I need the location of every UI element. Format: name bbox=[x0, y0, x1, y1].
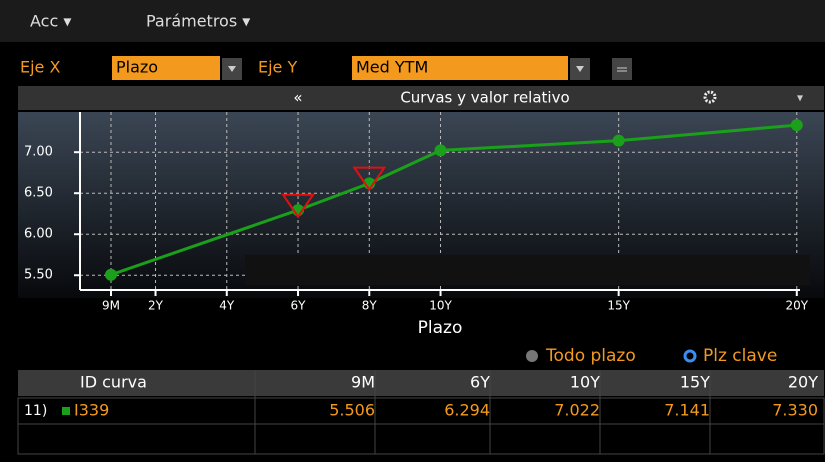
extra-button[interactable] bbox=[612, 58, 632, 80]
table-header-cell: 9M bbox=[351, 373, 375, 392]
y-tick-label: 7.00 bbox=[24, 145, 53, 160]
y-tick-label: 5.50 bbox=[24, 268, 53, 283]
legend bbox=[245, 255, 810, 285]
icon bbox=[617, 67, 627, 72]
point bbox=[104, 268, 117, 281]
row-id: I339 bbox=[74, 401, 109, 420]
table-header-cell: 20Y bbox=[788, 373, 818, 392]
radio-key-label: Plz clave bbox=[703, 346, 777, 366]
menu-acc[interactable]: Acc ▾ bbox=[30, 12, 71, 31]
y-tick-label: 6.00 bbox=[24, 227, 53, 242]
x-tick-label: 8Y bbox=[362, 299, 378, 313]
table-header-cell: 10Y bbox=[570, 373, 600, 392]
x-tick-label: 9M bbox=[102, 299, 120, 313]
x-dropdown-value: Plazo bbox=[116, 58, 158, 77]
marker bbox=[352, 166, 387, 192]
panel-menu[interactable]: ▾ bbox=[797, 91, 803, 105]
marker bbox=[281, 193, 315, 219]
radio-all-label: Todo plazo bbox=[545, 346, 636, 366]
point bbox=[612, 134, 625, 147]
point bbox=[790, 119, 803, 132]
icon bbox=[576, 66, 584, 72]
x-tick-label: 6Y bbox=[291, 299, 307, 313]
table-cell: 7.330 bbox=[772, 401, 818, 420]
radio-all[interactable] bbox=[526, 350, 538, 362]
table-cell: 5.506 bbox=[329, 401, 375, 420]
series-line bbox=[110, 123, 797, 277]
icon bbox=[228, 66, 236, 72]
y-tick-label: 6.50 bbox=[24, 186, 53, 201]
y-dropdown-value: Med YTM bbox=[356, 58, 428, 77]
y-dropdown[interactable] bbox=[352, 56, 568, 80]
x-tick-label: 2Y bbox=[148, 299, 164, 313]
table-header-cell: 15Y bbox=[680, 373, 710, 392]
row-number: 11) bbox=[24, 403, 47, 419]
radio-key[interactable] bbox=[683, 349, 697, 363]
x-tick-label: 4Y bbox=[219, 299, 235, 313]
x-tick-label: 20Y bbox=[785, 299, 808, 313]
table-cell: 7.022 bbox=[554, 401, 600, 420]
table-header-cell: ID curva bbox=[80, 373, 147, 392]
panel-bar bbox=[18, 86, 824, 110]
y-axis-label: Eje Y bbox=[258, 58, 297, 77]
x-dropdown[interactable] bbox=[112, 56, 220, 80]
row-swatch bbox=[62, 407, 70, 415]
table-cell: 6.294 bbox=[444, 401, 490, 420]
panel-title: Curvas y valor relativo bbox=[400, 89, 569, 107]
x-axis-label: Eje X bbox=[20, 58, 60, 77]
x-tick-label: 10Y bbox=[429, 299, 452, 313]
menu-params[interactable]: Parámetros ▾ bbox=[146, 12, 250, 31]
table-body bbox=[17, 397, 825, 455]
collapse-button[interactable]: « bbox=[293, 89, 302, 107]
table-cell: 7.141 bbox=[664, 401, 710, 420]
settings-icon[interactable] bbox=[703, 90, 717, 104]
table-header-cell: 6Y bbox=[470, 373, 490, 392]
menu-bar bbox=[0, 0, 825, 42]
point bbox=[434, 144, 447, 157]
table-header bbox=[18, 370, 824, 396]
x-tick-label: 15Y bbox=[607, 299, 630, 313]
x-axis-title: Plazo bbox=[418, 318, 463, 338]
